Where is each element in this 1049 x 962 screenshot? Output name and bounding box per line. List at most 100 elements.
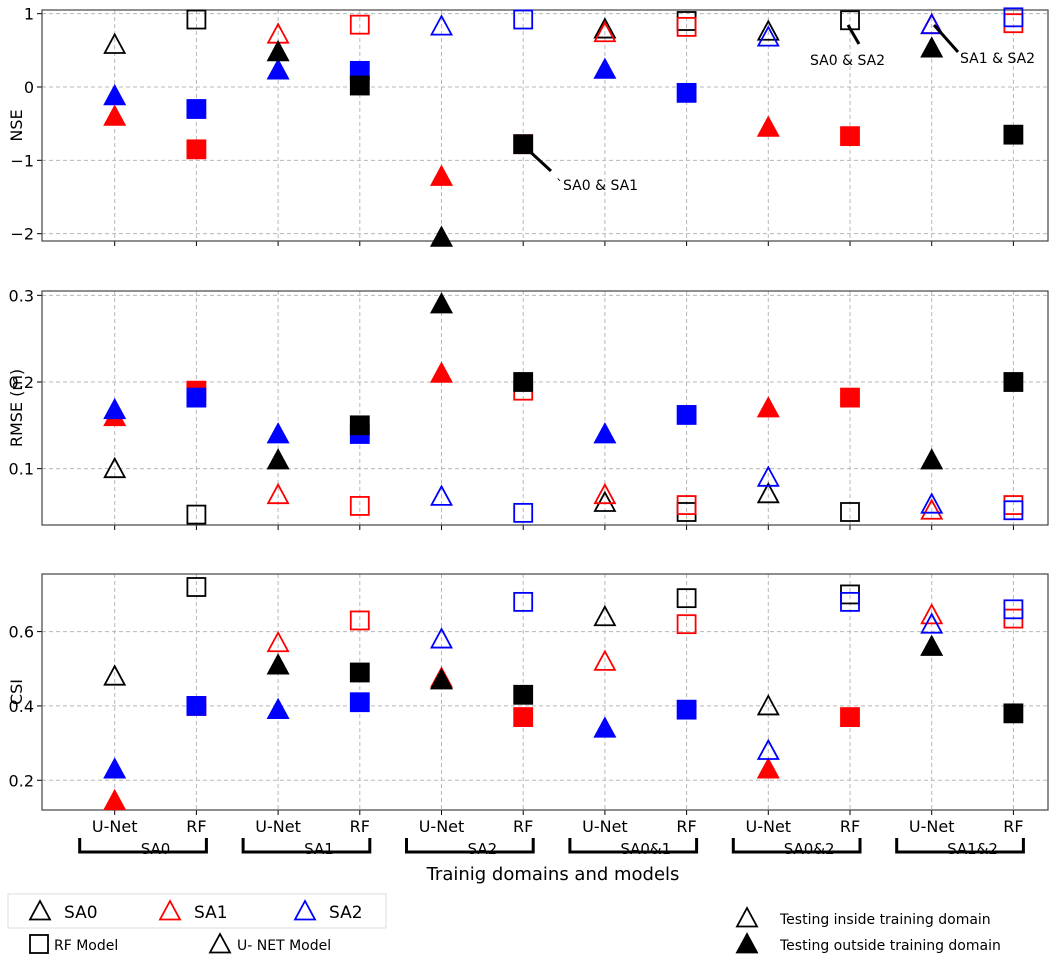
x-tick-label: U-Net xyxy=(909,817,955,836)
group-label: SA0&1 xyxy=(620,840,671,858)
sa2-triangle-marker xyxy=(756,465,780,487)
sa2-triangle-marker xyxy=(593,57,617,79)
x-tick-label: U-Net xyxy=(582,817,628,836)
sa1-triangle-marker xyxy=(593,649,617,671)
group-label: SA1 xyxy=(304,840,334,858)
sa0-square-marker xyxy=(186,577,207,597)
sa2-triangle-marker xyxy=(266,422,290,444)
legend-sa2-marker xyxy=(293,899,317,921)
sa2-square-marker xyxy=(676,405,697,425)
x-tick-label: RF xyxy=(513,817,533,836)
sa0-triangle-marker xyxy=(593,604,617,627)
outside-triangle-marker xyxy=(266,39,290,62)
sa2-triangle-marker xyxy=(593,716,617,738)
sa2-triangle-marker xyxy=(103,83,127,106)
sa1-triangle-marker xyxy=(756,396,780,418)
y-axis-label: CSI xyxy=(7,679,26,705)
sa2-square-marker xyxy=(513,502,534,523)
chart-panels: −2 −1 0 1 NSE `SA0 & SA1 SA0 & SA2 SA1 & SA2 0.1… xyxy=(7,5,1049,815)
sa2-square-marker xyxy=(1003,599,1024,620)
sa2-triangle-marker xyxy=(756,25,780,47)
group-label: SA0 xyxy=(141,840,171,858)
sa1-square-marker xyxy=(186,139,207,160)
sa1-triangle-marker xyxy=(920,498,944,520)
y-tick-label: −1 xyxy=(10,151,34,170)
plot-frame xyxy=(41,9,1049,242)
sa1-square-marker xyxy=(1003,13,1024,34)
group-bracket xyxy=(895,838,1025,854)
sa2-square-marker xyxy=(676,699,697,720)
legend-marker-label: RF Model xyxy=(54,938,118,954)
x-tick-label: RF xyxy=(840,817,860,836)
sa2-triangle-marker xyxy=(920,492,944,514)
outside-triangle-marker xyxy=(920,448,944,470)
sa1-triangle-marker xyxy=(756,115,780,137)
outside-triangle-marker xyxy=(920,634,944,656)
legend-testing-label: Testing outside training domain xyxy=(779,938,1001,954)
x-axis-label: Trainig domains and models xyxy=(426,864,680,885)
sa1-triangle-marker xyxy=(266,482,290,505)
sa2-triangle-marker xyxy=(920,12,944,35)
x-tick-label: U-Net xyxy=(419,817,465,836)
sa0-triangle-marker xyxy=(756,19,780,41)
sa0-triangle-marker xyxy=(103,456,127,479)
sa2-triangle-marker xyxy=(920,612,944,634)
x-tick-label: U-Net xyxy=(746,817,792,836)
sa2-triangle-marker xyxy=(429,627,454,649)
y-tick-label: 0.4 xyxy=(9,697,34,716)
sa0-triangle-marker xyxy=(756,694,780,716)
sa0-triangle-marker xyxy=(103,664,127,686)
sa1-square-marker xyxy=(840,387,860,408)
x-tick-label: RF xyxy=(350,817,370,836)
outside-square-marker xyxy=(349,415,370,436)
annotation-label: SA1 & SA2 xyxy=(960,51,1035,67)
sa0-triangle-marker xyxy=(756,481,780,504)
sa2-triangle-marker xyxy=(593,422,617,444)
outside-square-marker xyxy=(1003,372,1024,392)
legend-sa0-marker xyxy=(28,899,52,921)
sa2-triangle-marker xyxy=(429,14,454,36)
sa0-triangle-marker xyxy=(593,17,617,39)
sa1-square-marker xyxy=(676,495,697,515)
y-tick-label: 0.2 xyxy=(9,771,34,790)
sa2-square-marker xyxy=(349,692,370,713)
legend-outside-triangle-marker xyxy=(735,932,759,954)
sa1-square-marker xyxy=(349,610,370,631)
legend-inside-triangle-marker xyxy=(735,906,759,928)
outside-square-marker xyxy=(1003,703,1024,724)
legend-series-label: SA0 xyxy=(64,903,98,923)
sa0-square-marker xyxy=(840,502,860,522)
plot-frame xyxy=(41,290,1049,526)
sa1-square-marker xyxy=(676,614,697,635)
sa2-triangle-marker xyxy=(756,738,780,760)
outside-triangle-marker xyxy=(920,36,944,58)
sa2-square-marker xyxy=(186,696,207,716)
sa2-square-marker xyxy=(1003,7,1024,28)
sa1-triangle-marker xyxy=(593,20,617,43)
annotation-label: `SA0 & SA1 xyxy=(556,178,638,194)
group-bracket xyxy=(405,838,535,854)
group-bracket xyxy=(241,838,372,854)
outside-square-marker xyxy=(513,684,534,705)
x-tick-label: U-Net xyxy=(255,817,301,836)
panel-2: 0.2 0.4 0.6 CSI xyxy=(7,573,1049,815)
y-tick-label: −2 xyxy=(10,225,34,244)
annotation-pointer xyxy=(846,24,861,45)
sa0-square-marker xyxy=(676,588,697,609)
x-tick-label: RF xyxy=(186,817,206,836)
sa1-square-marker xyxy=(513,707,534,727)
group-label: SA0&2 xyxy=(784,840,835,858)
sa0-square-marker xyxy=(186,504,207,525)
y-axis-label: NSE xyxy=(7,109,26,141)
group-bracket xyxy=(568,838,699,854)
y-tick-label: 0 xyxy=(24,78,34,97)
group-label: SA1&2 xyxy=(947,840,998,858)
legend-rf-square-marker xyxy=(29,934,49,954)
legend-series-label: SA2 xyxy=(329,903,363,923)
outside-triangle-marker xyxy=(429,225,454,247)
legend: SA0 SA1 SA2 RF Model U- NET Model Testing ins… xyxy=(7,893,1001,954)
panel-0: −2 −1 0 1 NSE `SA0 & SA1 SA0 & SA2 SA1 & SA2 xyxy=(7,5,1049,247)
group-label: SA2 xyxy=(468,840,498,858)
y-axis-label: RMSE (m) xyxy=(7,369,26,447)
